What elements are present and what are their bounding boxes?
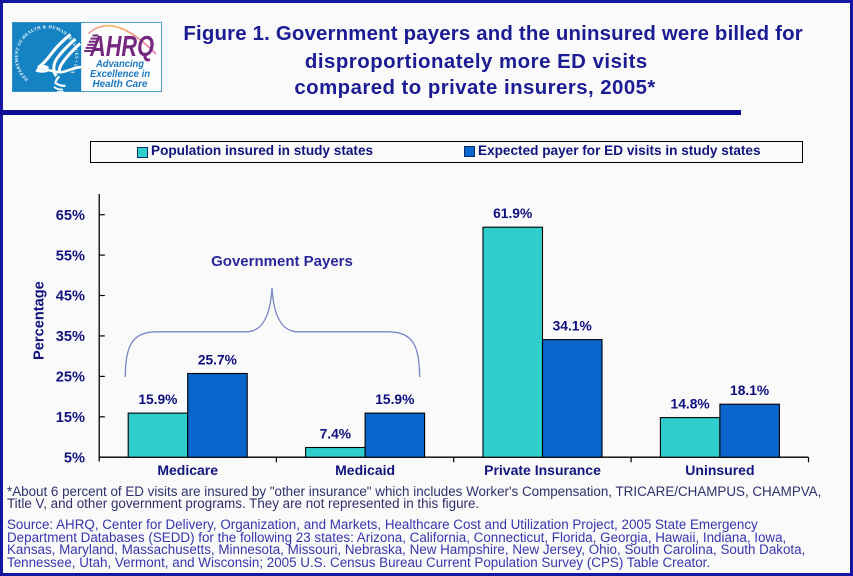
svg-text:Government Payers: Government Payers bbox=[211, 253, 353, 270]
svg-text:Private Insurance: Private Insurance bbox=[484, 462, 601, 478]
svg-text:15.9%: 15.9% bbox=[375, 392, 414, 407]
svg-text:Excellence in: Excellence in bbox=[90, 69, 150, 80]
svg-text:25%: 25% bbox=[56, 370, 85, 386]
svg-text:Percentage: Percentage bbox=[32, 281, 48, 360]
svg-text:Medicaid: Medicaid bbox=[335, 462, 395, 478]
svg-text:Medicare: Medicare bbox=[157, 462, 218, 478]
svg-text:15.9%: 15.9% bbox=[138, 392, 177, 407]
svg-text:18.1%: 18.1% bbox=[730, 383, 769, 398]
svg-text:35%: 35% bbox=[56, 329, 85, 345]
svg-text:Health Care: Health Care bbox=[93, 78, 148, 89]
svg-text:7.4%: 7.4% bbox=[320, 427, 351, 442]
svg-text:5%: 5% bbox=[64, 450, 85, 466]
svg-text:65%: 65% bbox=[56, 208, 85, 224]
svg-text:61.9%: 61.9% bbox=[493, 206, 532, 221]
svg-text:34.1%: 34.1% bbox=[553, 319, 592, 334]
svg-text:14.8%: 14.8% bbox=[671, 397, 710, 412]
svg-text:55%: 55% bbox=[56, 248, 85, 264]
svg-text:25.7%: 25.7% bbox=[198, 353, 237, 368]
svg-text:Advancing: Advancing bbox=[95, 59, 144, 70]
svg-text:45%: 45% bbox=[56, 289, 85, 305]
svg-text:15%: 15% bbox=[56, 410, 85, 426]
svg-text:AHRQ: AHRQ bbox=[89, 31, 154, 63]
svg-text:Uninsured: Uninsured bbox=[685, 462, 754, 478]
